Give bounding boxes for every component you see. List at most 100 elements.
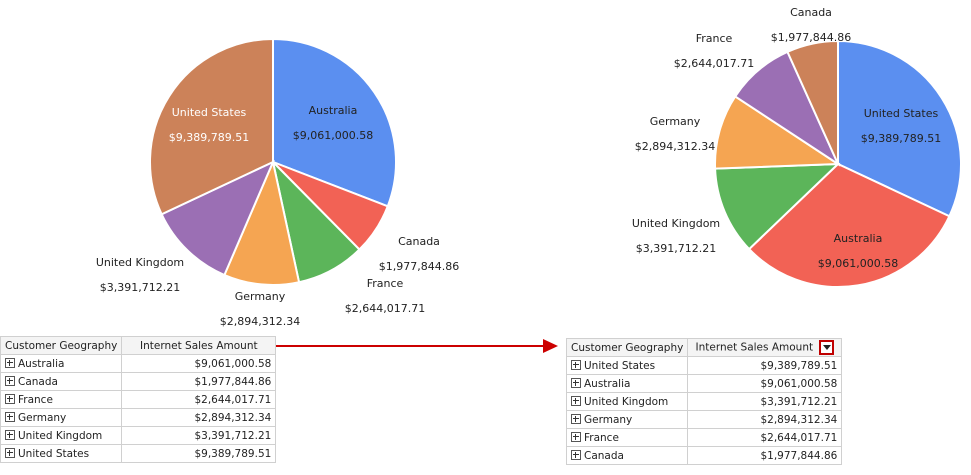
table-header-row: Customer Geography Internet Sales Amount [565,338,843,357]
geography-cell: United Kingdom [0,426,123,445]
expand-icon[interactable] [571,431,581,442]
slice-value-label: $9,061,000.58 [818,257,898,270]
table-header-row: Customer Geography Internet Sales Amount [0,336,277,355]
slice-category-label: United Kingdom [632,217,720,230]
amount-cell: $9,061,000.58 [121,354,277,373]
slice-value-label: $2,894,312.34 [220,315,300,328]
pie-slice-united-kingdom[interactable] [160,159,275,277]
geography-label: United Kingdom [584,395,669,408]
geography-cell: France [0,390,123,409]
slice-value-label: $9,389,789.51 [861,132,941,145]
slice-category-label: Germany [650,115,701,128]
sort-dropdown-icon[interactable] [819,340,835,355]
slice-category-label: United States [864,107,939,120]
geography-label: France [18,393,53,406]
slice-value-label: $3,391,712.21 [636,242,716,255]
expand-icon[interactable] [571,449,581,460]
geography-label: France [584,431,619,444]
slice-category-label: United Kingdom [96,256,184,269]
amount-cell: $1,977,844.86 [121,372,277,391]
geography-cell: Australia [0,354,123,373]
geography-label: Australia [584,377,631,390]
geography-cell: United Kingdom [565,392,689,411]
table-row: France $2,644,017.71 [0,390,277,409]
geography-cell: Canada [0,372,123,391]
geography-cell: United States [565,356,689,375]
amount-cell: $9,389,789.51 [121,444,277,463]
amount-cell: $3,391,712.21 [121,426,277,445]
expand-icon[interactable] [5,375,15,386]
column-header-amount[interactable]: Internet Sales Amount [687,338,843,357]
geography-cell: Canada [565,446,689,465]
table-row: Germany $2,894,312.34 [565,410,843,429]
slice-value-label: $1,977,844.86 [771,31,851,44]
expand-icon[interactable] [571,359,581,370]
slice-category-label: Australia [834,232,883,245]
pie-slice-australia[interactable] [747,162,951,288]
expand-icon[interactable] [5,429,15,440]
geography-label: Germany [18,411,67,424]
geography-cell: Germany [0,408,123,427]
geography-label: Canada [18,375,58,388]
amount-cell: $9,061,000.58 [687,374,843,393]
column-header-amount-label: Internet Sales Amount [695,341,814,354]
table-row: United Kingdom $3,391,712.21 [0,426,277,445]
column-header-geography[interactable]: Customer Geography [565,338,689,357]
pie-slice-united-states[interactable] [149,37,274,216]
slice-category-label: Canada [398,235,440,248]
slice-category-label: France [696,32,733,45]
table-row: United Kingdom $3,391,712.21 [565,392,843,411]
slice-value-label: $2,644,017.71 [674,57,754,70]
pie-slice-germany[interactable] [223,158,301,286]
expand-icon[interactable] [571,395,581,406]
slice-category-label: Canada [790,6,832,19]
geography-label: United States [18,447,90,460]
table-row: France $2,644,017.71 [565,428,843,447]
expand-icon[interactable] [5,393,15,404]
expand-icon[interactable] [5,447,15,458]
slice-value-label: $2,644,017.71 [345,302,425,315]
amount-cell: $2,894,312.34 [687,410,843,429]
pie-slice-canada[interactable] [786,39,839,165]
geography-label: Germany [584,413,633,426]
expand-icon[interactable] [571,377,581,388]
geography-cell: Australia [565,374,689,393]
amount-cell: $2,644,017.71 [121,390,277,409]
amount-cell: $1,977,844.86 [687,446,843,465]
amount-cell: $2,644,017.71 [687,428,843,447]
pie-slice-united-kingdom[interactable] [714,162,841,251]
table-row: Germany $2,894,312.34 [0,408,277,427]
expand-icon[interactable] [571,413,581,424]
geography-label: Canada [584,449,624,462]
column-header-geography[interactable]: Customer Geography [0,336,123,355]
geography-label: Australia [18,357,65,370]
amount-cell: $9,389,789.51 [687,356,843,375]
geography-label: United States [584,359,656,372]
slice-value-label: $2,894,312.34 [635,140,715,153]
sales-table-right: Customer Geography Internet Sales Amount… [565,338,843,465]
pie-slice-australia[interactable] [272,37,397,208]
table-row: Canada $1,977,844.86 [565,446,843,465]
geography-cell: France [565,428,689,447]
slice-value-label: $9,061,000.58 [293,129,373,142]
table-row: Australia $9,061,000.58 [565,374,843,393]
table-row: United States $9,389,789.51 [0,444,277,463]
geography-label: United Kingdom [18,429,103,442]
slice-value-label: $9,389,789.51 [169,131,249,144]
pie-slice-germany[interactable] [714,95,842,170]
expand-icon[interactable] [5,357,15,368]
slice-category-label: France [367,277,404,290]
column-header-amount[interactable]: Internet Sales Amount [121,336,277,355]
sales-table-left: Customer Geography Internet Sales Amount… [0,336,277,463]
table-row: Canada $1,977,844.86 [0,372,277,391]
slice-category-label: Australia [309,104,358,117]
geography-cell: Germany [565,410,689,429]
amount-cell: $2,894,312.34 [121,408,277,427]
expand-icon[interactable] [5,411,15,422]
amount-cell: $3,391,712.21 [687,392,843,411]
pie-slice-united-states[interactable] [837,39,962,218]
table-row: Australia $9,061,000.58 [0,354,277,373]
